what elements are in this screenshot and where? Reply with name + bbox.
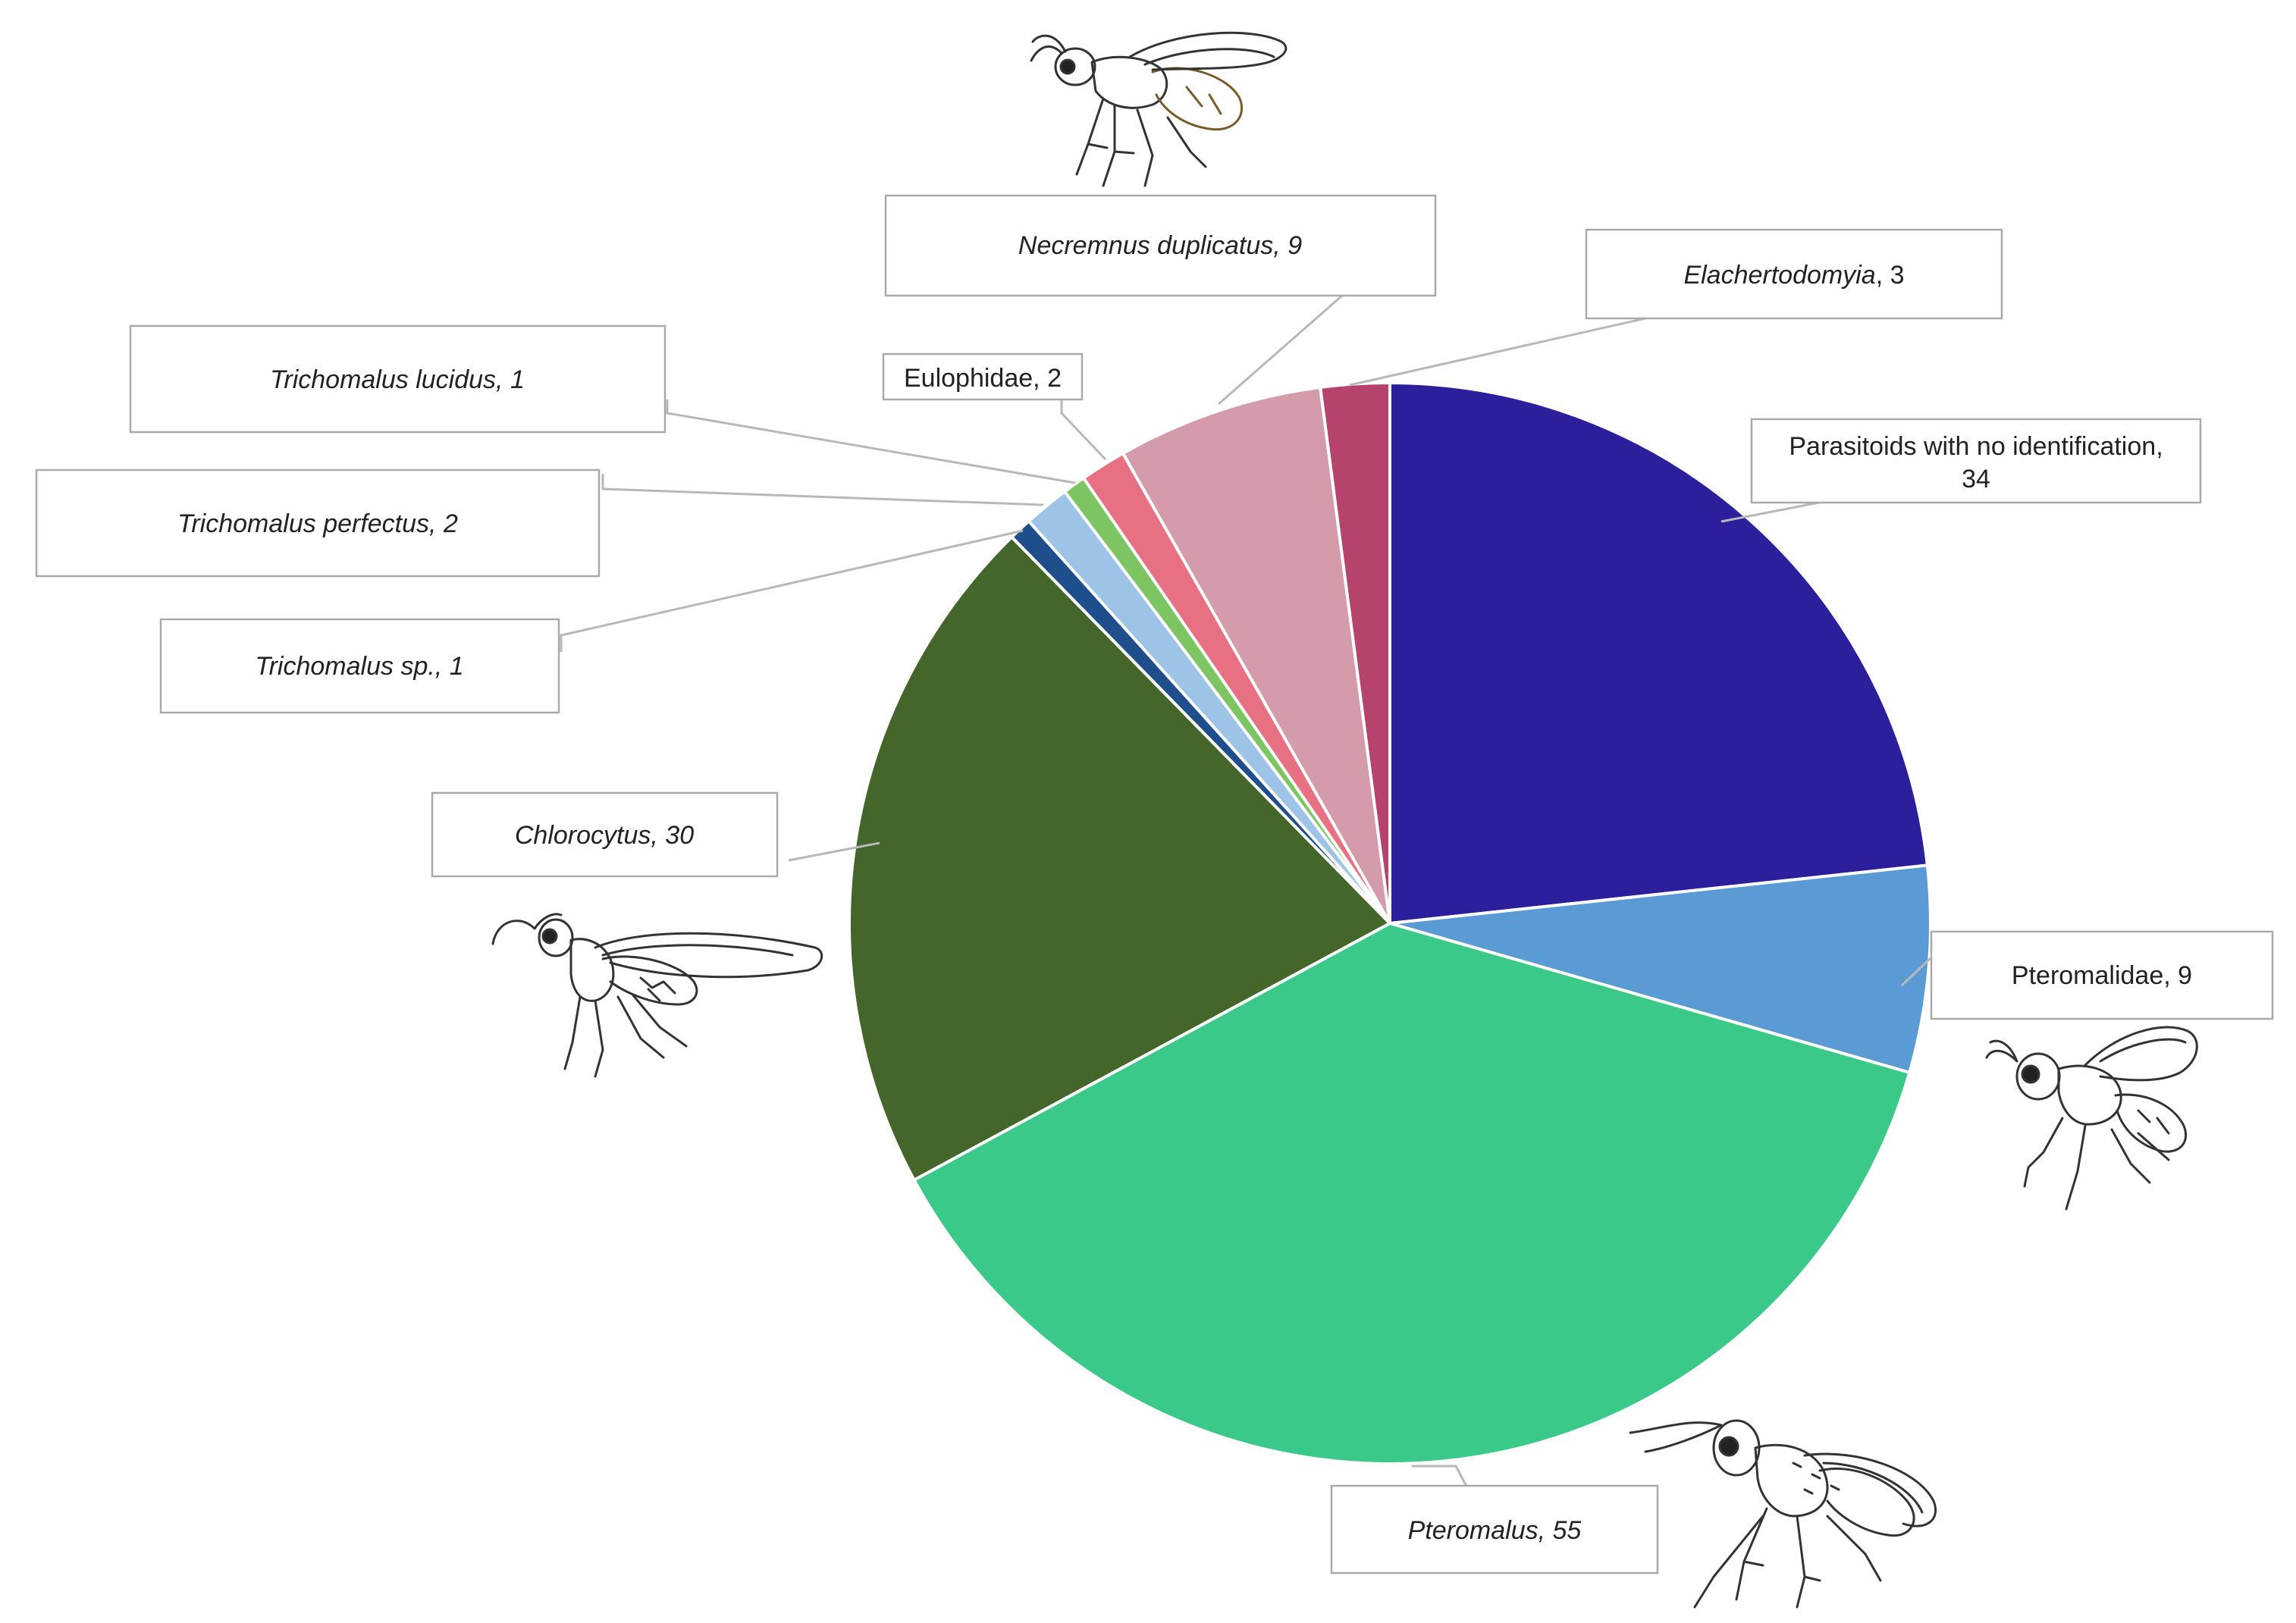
label-value: 30: [665, 821, 694, 850]
svg-text:Necremnus duplicatus, 9: Necremnus duplicatus, 9: [1018, 231, 1302, 260]
label-name: Parasitoids with no identification: [1789, 432, 2156, 461]
leader-elachertodomyia: [1349, 317, 1646, 387]
label-name: Necremnus duplicatus: [1018, 231, 1273, 260]
pie-slices: [848, 381, 1932, 1465]
wasp-illustration-pteromalus-icon: [1629, 1419, 1937, 1609]
leader-trichomalus-lucidus: [666, 399, 1076, 484]
label-value: 2: [443, 509, 458, 538]
svg-text:Pteromalidae, 9: Pteromalidae, 9: [2012, 961, 2192, 990]
pie-slice-parasitoids-with-no-identification: [1388, 381, 1929, 925]
label-value: 34: [1962, 465, 1990, 493]
label-name: Trichomalus lucidus: [270, 365, 496, 394]
data-label-eulophidae: Eulophidae, 2: [882, 352, 1084, 401]
label-name: Pteromalidae: [2012, 961, 2163, 990]
svg-text:Trichomalus sp., 1: Trichomalus sp., 1: [255, 652, 463, 681]
label-name: Elachertodomyia: [1683, 261, 1875, 290]
label-name: Trichomalus sp.: [255, 652, 434, 681]
data-label-elachertodomyia: Elachertodomyia, 3: [1585, 228, 2003, 320]
pie-slice-pteromalus: [912, 922, 1912, 1465]
data-label-chlorocytus: Chlorocytus, 30: [431, 791, 779, 878]
wasp-illustration-chlorocytus-icon: [491, 913, 823, 1078]
label-value: 2: [1047, 364, 1062, 393]
svg-text:Eulophidae, 2: Eulophidae, 2: [904, 364, 1062, 393]
label-value: 1: [450, 652, 464, 681]
data-label-pteromalidae: Pteromalidae, 9: [1930, 930, 2274, 1020]
label-name: Pteromalus: [1408, 1516, 1539, 1545]
label-name: Chlorocytus: [515, 821, 651, 850]
svg-text:Chlorocytus, 30: Chlorocytus, 30: [515, 821, 694, 850]
pie-slice-chlorocytus: [848, 535, 1391, 1182]
pie-slice-pteromalidae: [1388, 863, 1932, 1074]
label-value: 1: [510, 365, 525, 394]
label-value: 9: [1288, 231, 1302, 260]
label-name: Eulophidae: [904, 364, 1033, 393]
data-label-necremnus: Necremnus duplicatus, 9: [884, 194, 1437, 297]
data-label-pteromalus: Pteromalus, 55: [1330, 1484, 1659, 1574]
data-label-parasitoids: Parasitoids with no identification, 34: [1750, 418, 2202, 504]
svg-text:Parasitoids with no identifica: Parasitoids with no identification,: [1789, 432, 2163, 461]
leader-chlorocytus: [788, 841, 880, 862]
svg-text:Elachertodomyia, 3: Elachertodomyia, 3: [1683, 261, 1904, 290]
wasp-illustration-pteromalidae-icon: [1985, 1026, 2198, 1211]
svg-text:Trichomalus lucidus, 1: Trichomalus lucidus, 1: [270, 365, 525, 394]
data-labels: Parasitoids with no identification, 34 P…: [35, 194, 2274, 1574]
data-label-trichomalus-sp: Trichomalus sp., 1: [159, 618, 560, 714]
leader-eulophidae: [1060, 399, 1107, 461]
wasp-illustration-top-icon: [1030, 31, 1288, 187]
label-name: Trichomalus perfectus: [177, 509, 429, 538]
leader-trichomalus-sp: [560, 529, 1024, 652]
data-label-trichomalus-lucidus: Trichomalus lucidus, 1: [129, 324, 667, 434]
label-value: 3: [1890, 261, 1905, 290]
svg-text:Pteromalus, 55: Pteromalus, 55: [1408, 1516, 1582, 1545]
svg-text:Trichomalus perfectus, 2: Trichomalus perfectus, 2: [177, 509, 458, 538]
label-value: 9: [2178, 961, 2192, 990]
pie-slice-necremnus-duplicatus: [1121, 385, 1391, 925]
leader-trichomalus-perfectus: [601, 474, 1044, 506]
label-value: 55: [1553, 1516, 1582, 1545]
data-label-trichomalus-perfectus: Trichomalus perfectus, 2: [35, 468, 601, 578]
